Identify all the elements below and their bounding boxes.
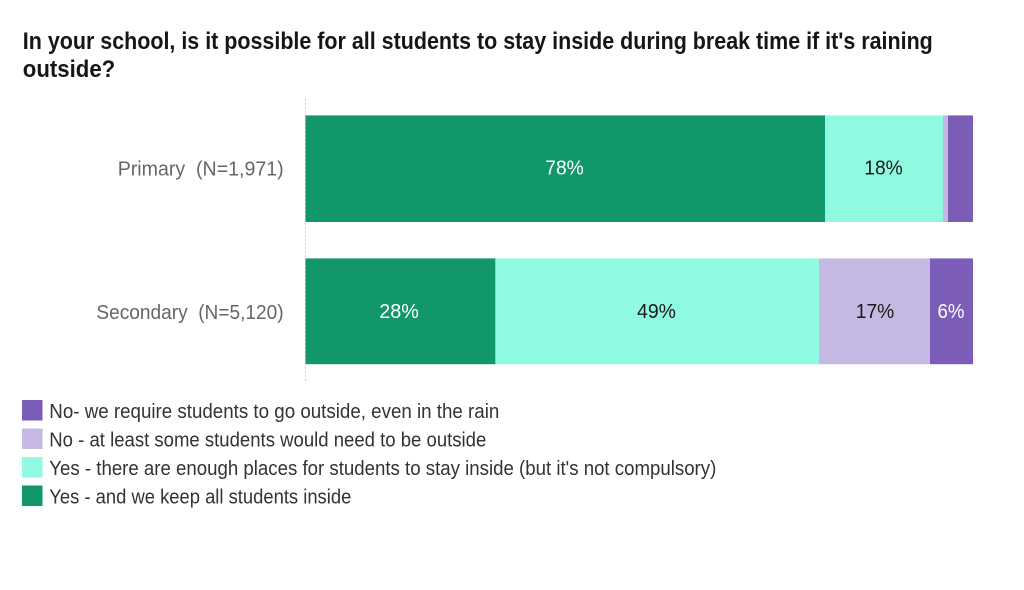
svg-text:Secondary (N=5,120): Secondary (N=5,120)	[96, 302, 283, 324]
svg-text:Primary (N=1,971): Primary (N=1,971)	[118, 158, 284, 180]
svg-text:No- we require students to go: No- we require students to go outside, e…	[49, 401, 499, 423]
svg-text:outside?: outside?	[23, 56, 115, 83]
svg-text:6%: 6%	[938, 301, 965, 323]
svg-text:No - at least some students wo: No - at least some students would need t…	[49, 430, 486, 452]
svg-text:Yes - there are enough places: Yes - there are enough places for studen…	[49, 458, 716, 480]
svg-text:28%: 28%	[379, 301, 419, 323]
svg-text:49%: 49%	[637, 301, 676, 323]
svg-text:Yes - and we keep all students: Yes - and we keep all students inside	[49, 487, 351, 509]
svg-text:17%: 17%	[856, 301, 895, 323]
svg-text:In your school, is it possible: In your school, is it possible for all s…	[23, 28, 933, 55]
svg-text:18%: 18%	[864, 157, 903, 179]
svg-text:78%: 78%	[545, 157, 584, 179]
